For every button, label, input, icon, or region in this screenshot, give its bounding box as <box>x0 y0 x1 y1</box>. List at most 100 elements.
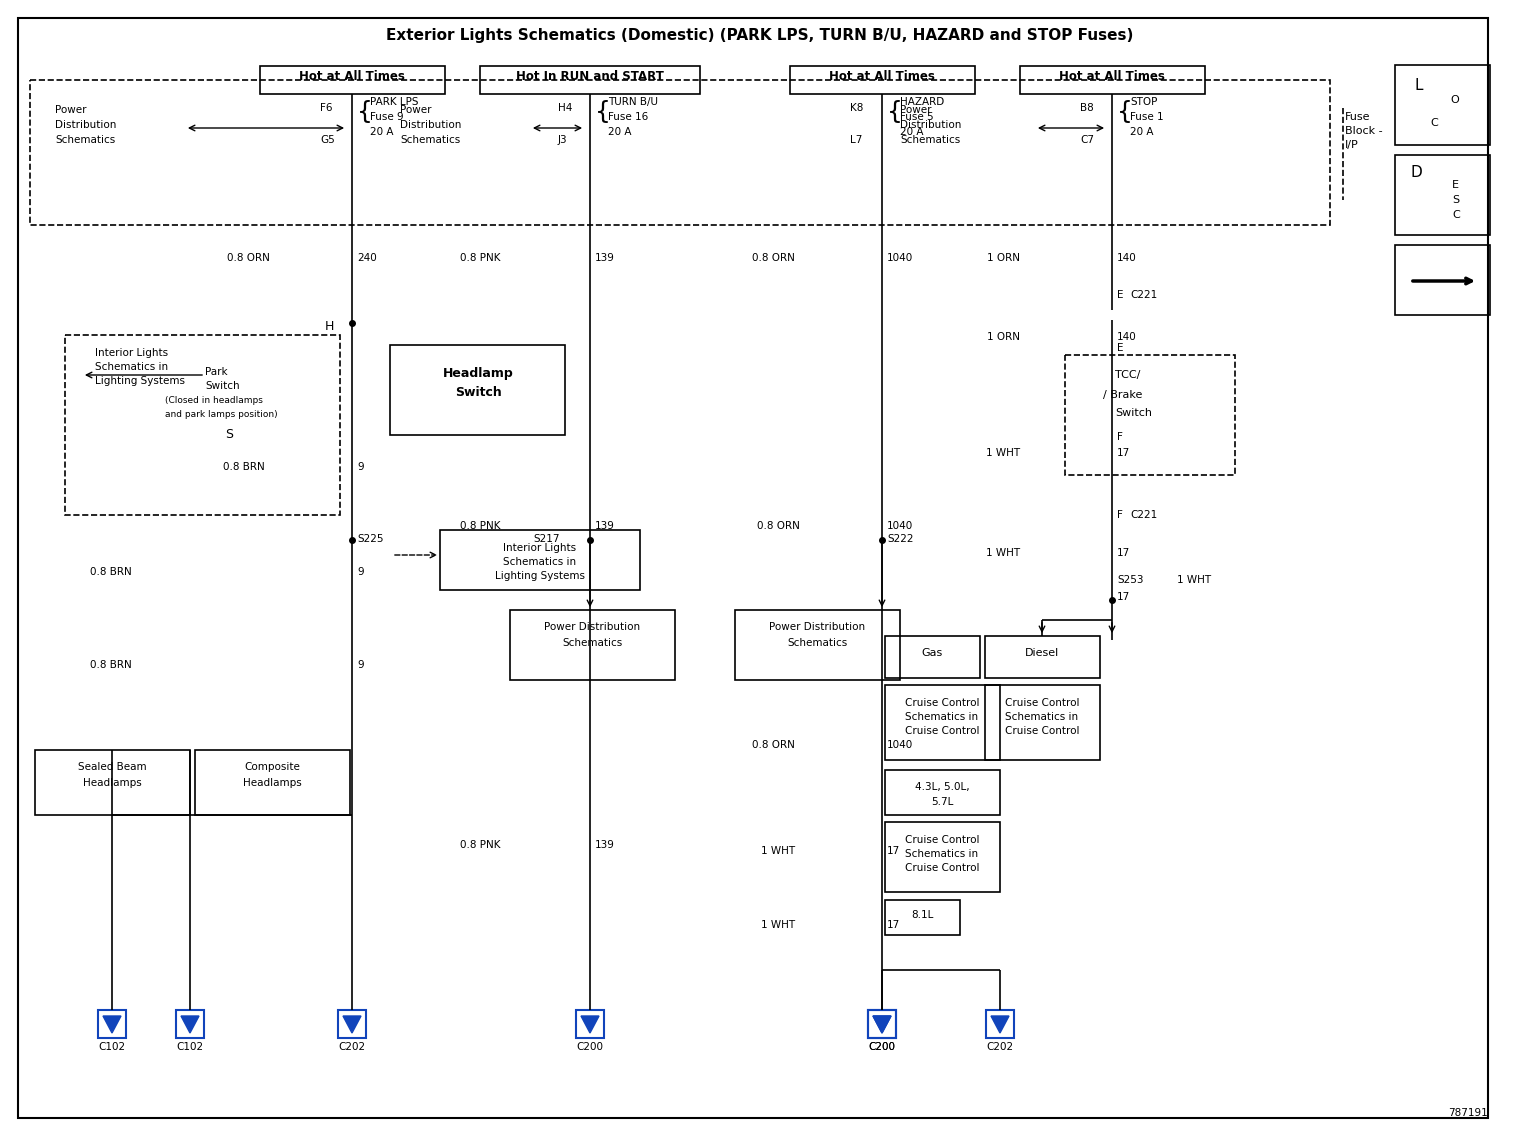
Text: Schematics: Schematics <box>55 135 116 145</box>
Text: Gas: Gas <box>921 648 942 658</box>
Text: Exterior Lights Schematics (Domestic) (PARK LPS, TURN B/U, HAZARD and STOP Fuses: Exterior Lights Schematics (Domestic) (P… <box>386 28 1134 43</box>
Bar <box>176 1010 204 1038</box>
Text: Schematics: Schematics <box>562 638 622 648</box>
Bar <box>868 1010 895 1038</box>
Text: C200: C200 <box>576 1042 603 1052</box>
Text: 17: 17 <box>1117 548 1131 558</box>
Text: C: C <box>1452 210 1459 220</box>
Text: 0.8 PNK: 0.8 PNK <box>459 521 500 531</box>
Text: 139: 139 <box>594 253 616 264</box>
Polygon shape <box>872 1016 891 1033</box>
Text: Fuse: Fuse <box>1345 112 1371 122</box>
Text: and park lamps position): and park lamps position) <box>166 410 278 419</box>
Text: L7: L7 <box>850 135 862 145</box>
Text: TURN B/U: TURN B/U <box>608 97 658 107</box>
Text: {: { <box>1117 100 1132 124</box>
Text: Switch: Switch <box>454 386 502 399</box>
Polygon shape <box>991 1016 1009 1033</box>
Text: H4: H4 <box>558 103 573 112</box>
Text: 140: 140 <box>1117 332 1137 342</box>
Text: 1 WHT: 1 WHT <box>762 920 795 930</box>
Text: Switch: Switch <box>205 381 240 391</box>
Text: 240: 240 <box>357 253 377 264</box>
Text: G5: G5 <box>321 135 334 145</box>
Text: 1 ORN: 1 ORN <box>986 253 1020 264</box>
Text: Fuse 9: Fuse 9 <box>369 112 404 122</box>
Polygon shape <box>872 1016 891 1033</box>
Text: 140: 140 <box>1117 253 1137 264</box>
Text: F6: F6 <box>321 103 333 112</box>
Text: Schematics in: Schematics in <box>96 362 169 371</box>
Text: 1040: 1040 <box>888 521 914 531</box>
Bar <box>885 822 1000 892</box>
Bar <box>885 770 1000 815</box>
Bar <box>985 636 1100 678</box>
Bar <box>65 335 340 515</box>
Text: Headlamps: Headlamps <box>82 778 141 788</box>
Text: {: { <box>594 100 611 124</box>
Text: C202: C202 <box>339 1042 366 1052</box>
Text: 787191: 787191 <box>1449 1108 1488 1118</box>
Text: Distribution: Distribution <box>400 120 462 130</box>
Bar <box>511 610 675 680</box>
Text: Hot at All Times: Hot at All Times <box>828 70 935 83</box>
Bar <box>30 80 1330 225</box>
Text: K8: K8 <box>850 103 863 112</box>
Text: 139: 139 <box>594 521 616 531</box>
Text: Cruise Control: Cruise Control <box>904 698 979 708</box>
Text: 17: 17 <box>888 846 900 857</box>
Bar <box>391 345 565 435</box>
Text: Park: Park <box>205 367 228 377</box>
Text: H: H <box>325 320 334 333</box>
Text: 9: 9 <box>357 660 363 670</box>
Text: Interior Lights: Interior Lights <box>503 543 576 553</box>
Text: Sealed Beam: Sealed Beam <box>78 762 146 772</box>
Text: Switch: Switch <box>1116 408 1152 418</box>
Text: Schematics in: Schematics in <box>1005 712 1079 722</box>
Text: 20 A: 20 A <box>900 127 924 137</box>
Bar <box>260 66 445 94</box>
Text: C200: C200 <box>868 1042 895 1052</box>
Text: 0.8 PNK: 0.8 PNK <box>459 253 500 264</box>
Text: STOP: STOP <box>1129 97 1157 107</box>
Text: 9: 9 <box>357 462 363 471</box>
Bar <box>790 66 974 94</box>
Text: Hot In RUN and START: Hot In RUN and START <box>517 70 664 83</box>
Polygon shape <box>181 1016 199 1033</box>
Text: Fuse 5: Fuse 5 <box>900 112 933 122</box>
Text: F: F <box>1117 432 1123 442</box>
Text: S225: S225 <box>357 534 383 544</box>
Text: S222: S222 <box>888 534 914 544</box>
Text: 20 A: 20 A <box>1129 127 1154 137</box>
Text: S: S <box>225 428 233 441</box>
Bar <box>736 610 900 680</box>
Text: Cruise Control: Cruise Control <box>904 726 979 736</box>
Text: {: { <box>888 100 903 124</box>
Bar <box>480 66 701 94</box>
Bar <box>885 900 961 935</box>
Text: 17: 17 <box>1117 448 1131 458</box>
Text: 1 WHT: 1 WHT <box>1176 575 1211 585</box>
Text: Headlamp: Headlamp <box>442 367 514 381</box>
Bar <box>1020 66 1205 94</box>
Text: TCC/: TCC/ <box>1116 370 1140 381</box>
Text: C202: C202 <box>986 1042 1014 1052</box>
Text: 0.8 PNK: 0.8 PNK <box>459 840 500 850</box>
Text: C200: C200 <box>868 1042 895 1052</box>
Bar <box>1395 154 1490 235</box>
Text: Schematics: Schematics <box>900 135 961 145</box>
Text: 0.8 BRN: 0.8 BRN <box>90 567 132 577</box>
Text: C221: C221 <box>1129 510 1157 520</box>
Text: F: F <box>1117 510 1123 520</box>
Bar <box>337 1010 366 1038</box>
Text: Distribution: Distribution <box>55 120 117 130</box>
Text: {: { <box>357 100 372 124</box>
Text: Lighting Systems: Lighting Systems <box>96 376 185 386</box>
Text: 8.1L: 8.1L <box>910 910 933 920</box>
Polygon shape <box>103 1016 122 1033</box>
Text: 1 WHT: 1 WHT <box>762 846 795 857</box>
Text: / Brake: / Brake <box>1104 390 1143 400</box>
Text: Schematics in: Schematics in <box>906 712 979 722</box>
Text: 1 ORN: 1 ORN <box>986 332 1020 342</box>
Text: Schematics in: Schematics in <box>503 557 576 567</box>
